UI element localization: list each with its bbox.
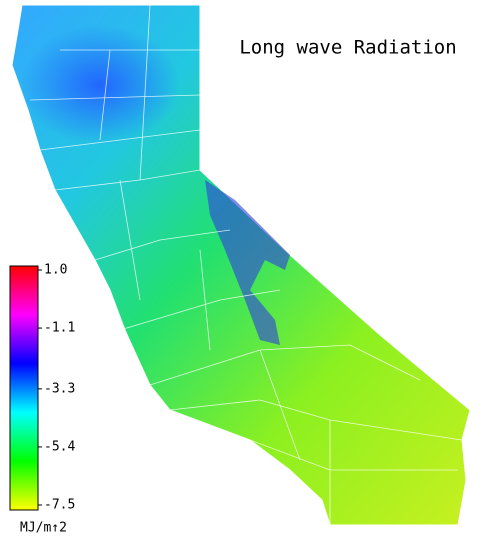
colorbar xyxy=(9,265,39,511)
north-region xyxy=(20,25,180,145)
colorbar-ticks: 1.0 -1.1 -3.3 -5.4 -7.5 xyxy=(38,263,75,513)
county-lines xyxy=(29,4,463,525)
colorbar-tick-label: -1.1 xyxy=(44,321,75,336)
california-map xyxy=(11,4,471,526)
colorbar-tick-label: 1.0 xyxy=(44,263,67,278)
colorbar-tick-label: -3.3 xyxy=(44,381,75,396)
sierra-band xyxy=(205,180,290,345)
colorbar-tick-label: -5.4 xyxy=(44,439,75,454)
map-title: Long wave Radiation xyxy=(239,37,456,59)
colorbar-tick-label: -7.5 xyxy=(44,498,75,513)
colorbar-unit: MJ/m↑2 xyxy=(20,521,67,536)
